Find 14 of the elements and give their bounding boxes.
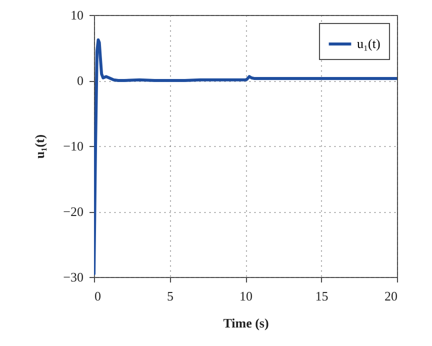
y-tick-label: −10	[63, 138, 84, 154]
x-tick-label: 5	[167, 288, 174, 304]
x-tick-label: 10	[240, 288, 252, 304]
line-series	[94, 38, 397, 276]
y-tick-label: 10	[70, 8, 84, 22]
y-tick-label: 0	[77, 73, 84, 88]
y-tick-label: −30	[63, 270, 84, 284]
x-axis-title: Time (s)	[223, 316, 269, 330]
x-tick-label: 15	[315, 288, 328, 304]
x-tick-label: 20	[384, 288, 398, 304]
y-axis-title: u₁(t)	[32, 134, 48, 159]
y-tick-label: −20	[63, 204, 84, 219]
legend-label: u₁(t)	[357, 36, 380, 51]
x-tick-label: 0	[94, 288, 101, 304]
